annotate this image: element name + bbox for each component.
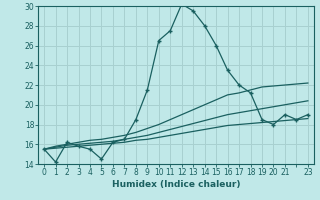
X-axis label: Humidex (Indice chaleur): Humidex (Indice chaleur): [112, 180, 240, 189]
